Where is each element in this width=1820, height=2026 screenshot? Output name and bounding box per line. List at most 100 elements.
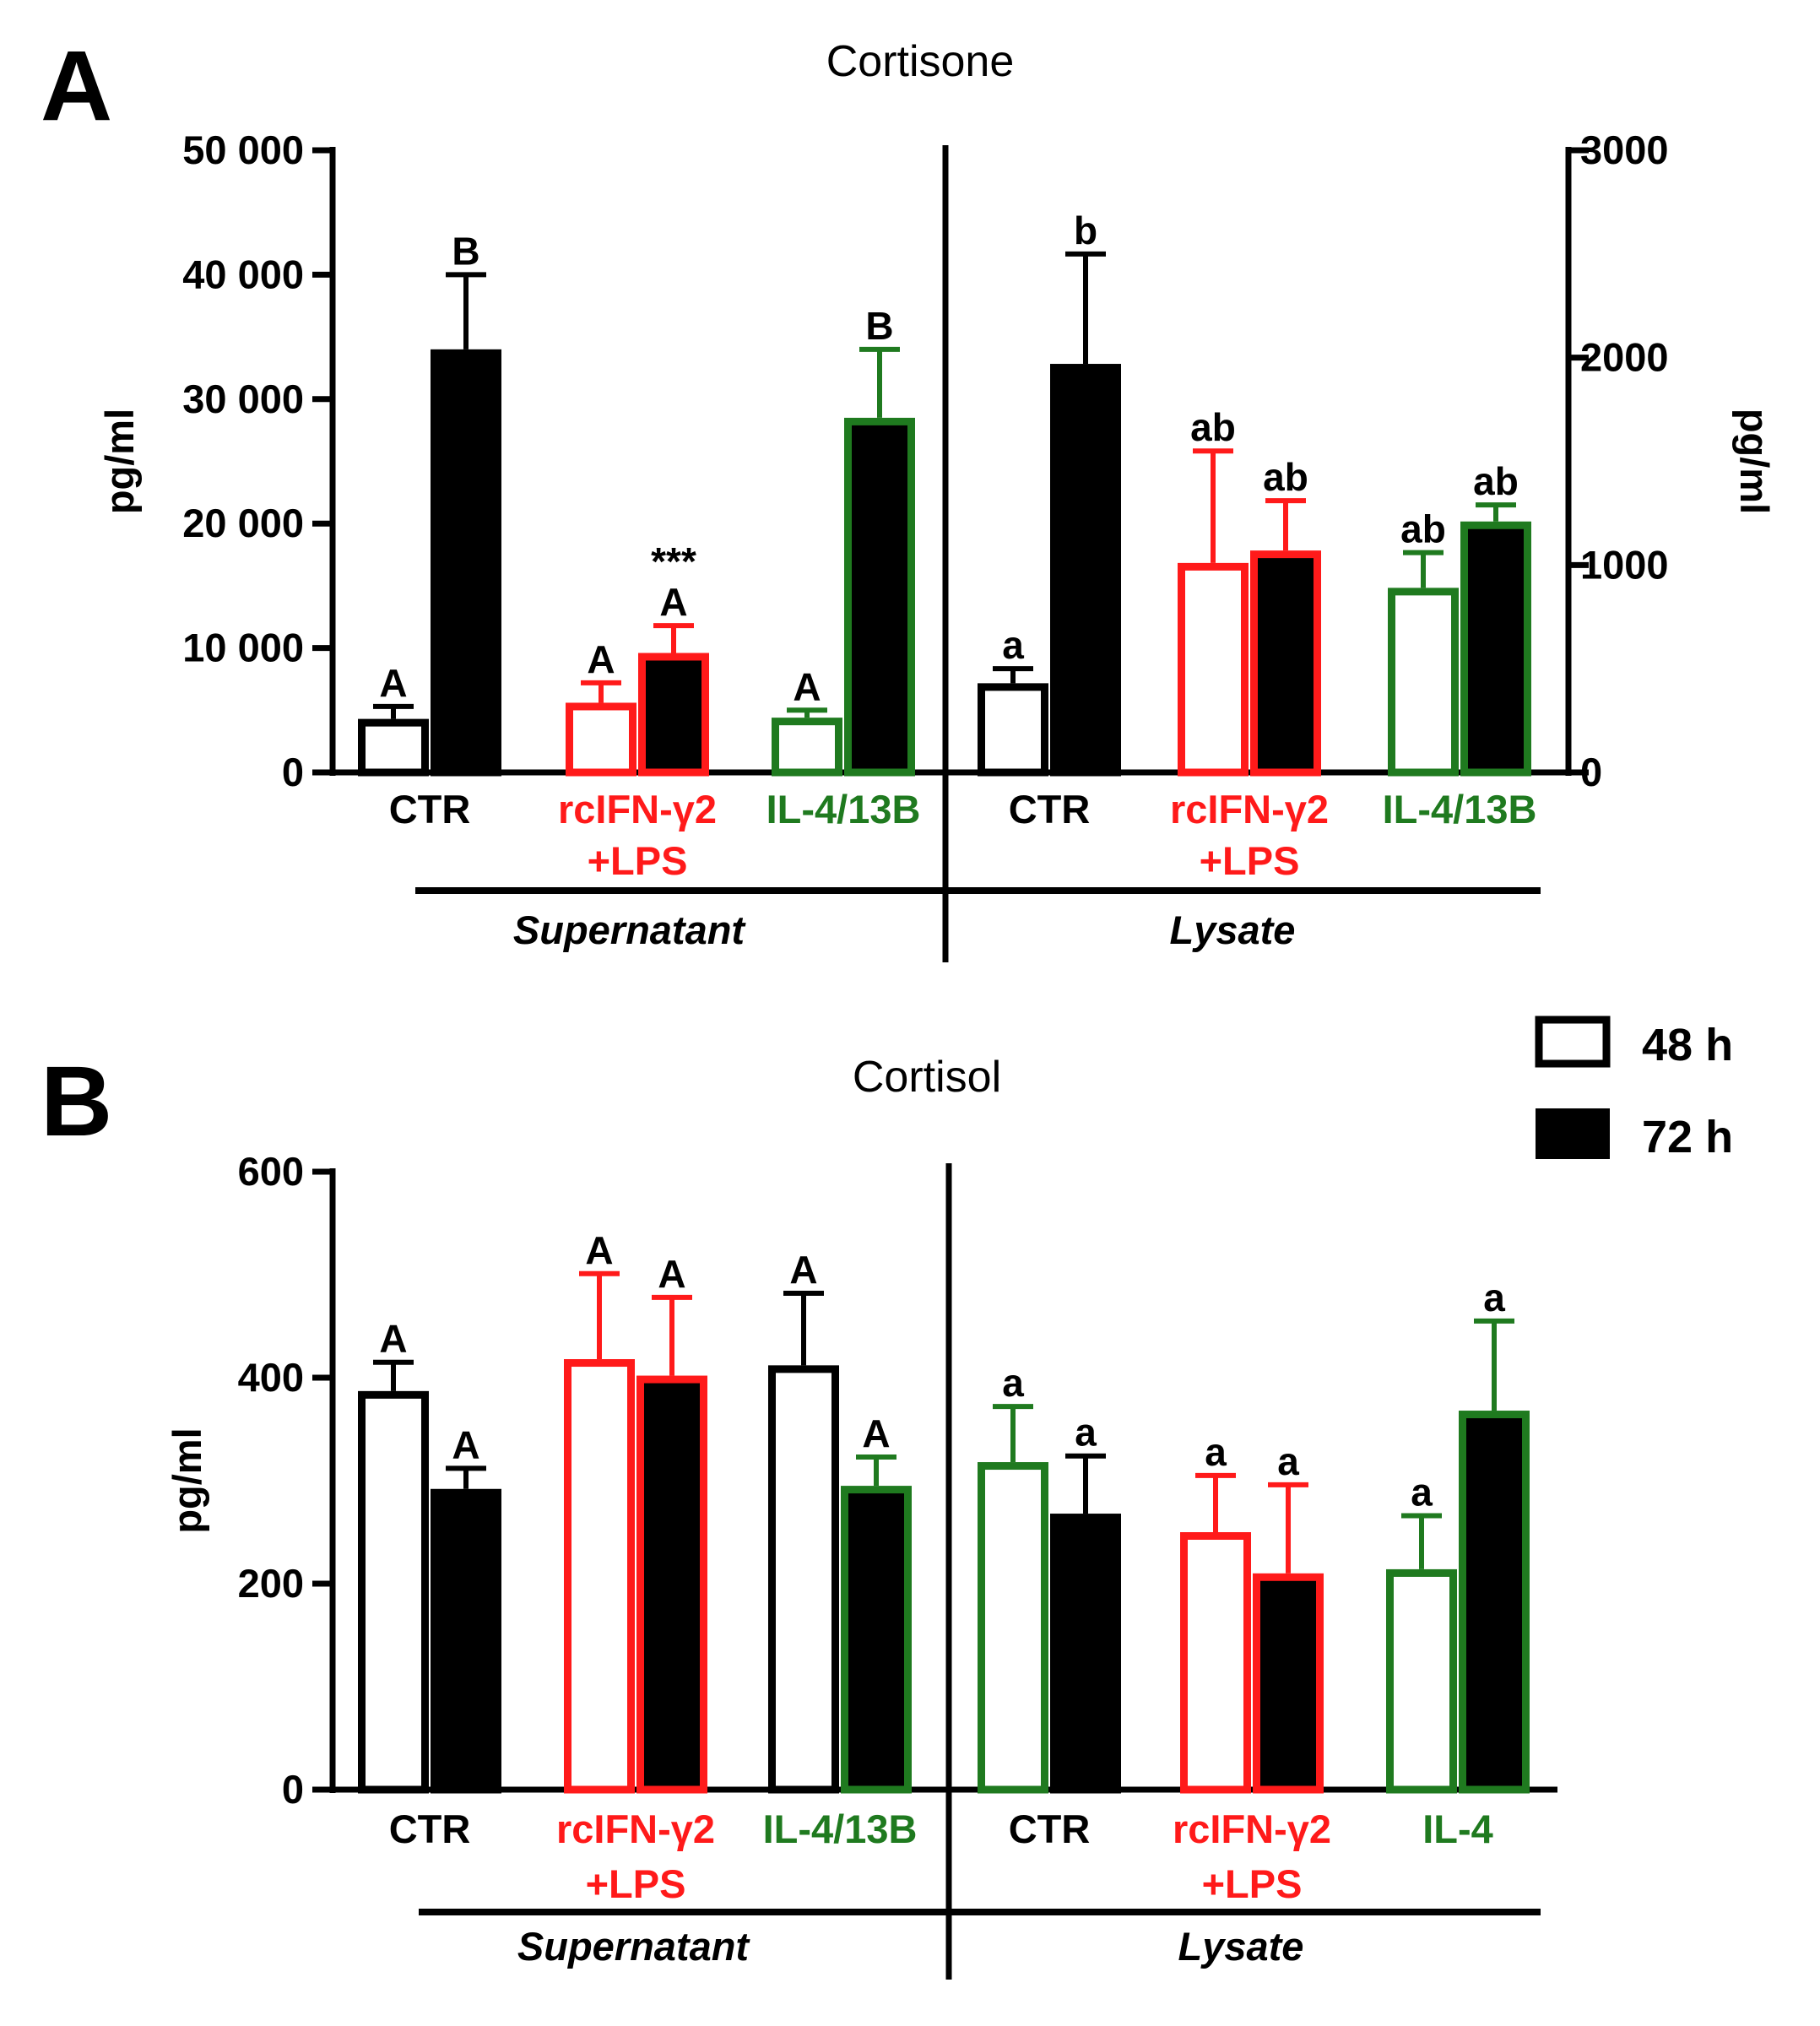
bar-rect [772,718,842,777]
legend-swatch-open [1535,1016,1611,1068]
category-label: IL-4/13B [763,1807,918,1851]
category-label: +LPS [586,1861,686,1906]
significance-label: a [1205,1430,1227,1474]
category-label: rcIFN-γ2 [1173,1807,1331,1851]
bar-72h: A [431,1422,501,1794]
bar-rect [636,1375,707,1794]
bar-rect [844,417,915,777]
bar-rect [431,1488,501,1794]
category-label: rcIFN-γ2 [1170,787,1329,832]
right-y-axis-label: pg/ml [1732,409,1777,514]
legend-label: 72 h [1642,1112,1733,1162]
bar-48h: A [768,1248,839,1794]
bar-rect [566,702,636,777]
bar-48h: a [978,1361,1048,1794]
bar-72h: A [636,1252,707,1794]
significance-label: A [793,664,821,708]
bar-48h: ab [1178,405,1249,777]
significance-label: a [1277,1439,1299,1483]
significance-label: a [1002,1361,1024,1405]
bar-72h: a [1050,1411,1121,1794]
legend: 48 h 72 h [1535,1016,1733,1162]
bar-48h: A [564,1228,635,1794]
bar-rect [638,653,709,777]
legend-item-48h: 48 h [1535,1016,1733,1070]
bar-48h: a [1180,1430,1251,1794]
left-tick-label: 10 000 [182,626,304,670]
bar-48h: a [978,623,1048,777]
group-label-lysate: Lysate [1178,1924,1304,1969]
significance-label: ab [1190,405,1236,449]
category-label: CTR [389,787,471,832]
category-label: +LPS [1202,1861,1303,1906]
bar-rect [1459,1411,1530,1794]
significance-label: B [452,229,479,273]
bar-rect [1386,1568,1457,1794]
bar-rect [1180,1532,1251,1794]
significance-label: A [452,1422,479,1466]
category-label: rcIFN-γ2 [556,1807,715,1851]
bar-rect [1250,550,1321,777]
group-label-supernatant: Supernatant [517,1924,751,1969]
left-tick-label: 50 000 [182,127,304,172]
bar-rect [1388,588,1459,777]
significance-label: A [659,580,687,624]
bar-rect [431,349,501,777]
bar-72h: ab [1250,455,1321,777]
significance-label: A [862,1411,890,1455]
group-label-lysate: Lysate [1170,907,1296,952]
significance-label: a [1002,623,1024,667]
significance-label: ab [1400,507,1446,551]
category-label: IL-4 [1422,1807,1493,1851]
significance-label: b [1074,209,1097,252]
bar-rect [841,1486,912,1794]
right-tick-label: 3000 [1580,127,1669,172]
left-tick-label: 0 [282,1767,304,1812]
significance-label: B [865,304,893,348]
category-label: CTR [389,1807,471,1851]
bar-72h: b [1050,209,1121,777]
left-tick-label: 200 [238,1561,304,1606]
bar-72h: A [841,1411,912,1794]
left-tick-label: 600 [238,1149,304,1194]
bar-rect [564,1359,635,1794]
chart-title: Cortisone [826,37,1015,86]
left-tick-label: 400 [238,1355,304,1400]
significance-label: a [1483,1276,1505,1319]
significance-label: ab [1263,455,1308,499]
left-tick-label: 40 000 [182,252,304,296]
significance-label: A [658,1252,685,1296]
bar-72h: a [1253,1439,1324,1794]
significance-label: A [379,661,407,705]
panel-b: B Cortisol 0 200 400 600 pg/ml Supernatant Lysat… [41,1046,1557,1980]
bar-rect [1460,521,1531,777]
left-y-axis-label: pg/ml [165,1427,209,1533]
panel-letter: A [41,30,112,142]
significance-stars: *** [651,539,696,583]
significance-label: A [379,1317,407,1361]
bar-rect [1050,364,1121,777]
bar-48h: A [358,661,429,777]
panel-letter: B [41,1046,112,1157]
group-label-supernatant: Supernatant [513,907,747,952]
legend-label: 48 h [1642,1020,1733,1070]
significance-label: ab [1473,459,1519,503]
category-label: IL-4/13B [1383,787,1537,832]
right-tick-label: 0 [1580,750,1602,794]
bar-rect [1253,1573,1324,1794]
category-label: CTR [1009,1807,1091,1851]
bar-72h: A*** [638,539,709,777]
bar-rect [358,718,429,777]
panel-a: A Cortisone 0 10 000 20 000 30 000 40 000 50 00… [41,30,1777,962]
significance-label: a [1411,1470,1433,1514]
bar-rect [1050,1514,1121,1794]
bar-48h: a [1386,1470,1457,1794]
category-label: +LPS [1200,838,1300,883]
bar-rect [768,1365,839,1794]
bar-72h: a [1459,1276,1530,1794]
right-tick-label: 2000 [1580,335,1669,380]
legend-swatch-solid [1536,1108,1610,1159]
bar-rect [1178,562,1249,777]
bar-rect [978,1462,1048,1794]
significance-label: A [585,1228,613,1272]
